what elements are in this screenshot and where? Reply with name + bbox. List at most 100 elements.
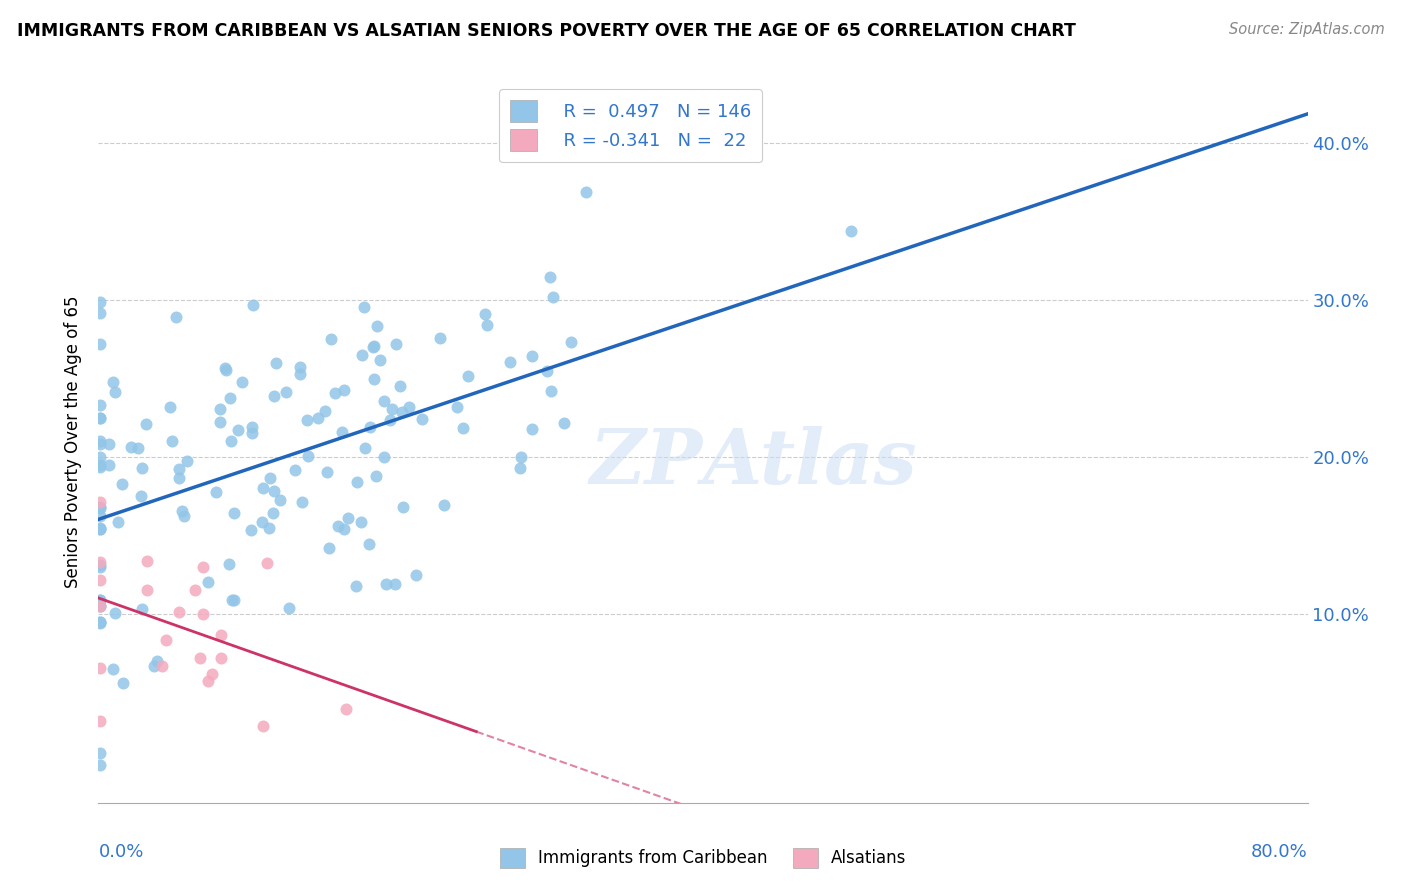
- Point: [326, 519, 349, 533]
- Point: [520, 349, 543, 363]
- Point: [357, 537, 380, 551]
- Point: [240, 425, 263, 440]
- Point: [214, 360, 236, 375]
- Point: [135, 582, 157, 597]
- Point: [274, 384, 297, 399]
- Point: [89, 558, 111, 573]
- Point: [226, 423, 249, 437]
- Point: [240, 420, 263, 434]
- Point: [242, 297, 264, 311]
- Point: [316, 465, 339, 479]
- Point: [575, 185, 598, 199]
- Point: [135, 417, 157, 431]
- Point: [222, 507, 245, 521]
- Point: [256, 556, 278, 570]
- Point: [353, 300, 375, 314]
- Point: [221, 593, 243, 607]
- Point: [475, 318, 498, 332]
- Point: [89, 437, 111, 451]
- Point: [453, 421, 475, 435]
- Point: [269, 492, 291, 507]
- Point: [385, 337, 408, 351]
- Point: [841, 224, 863, 238]
- Point: [103, 662, 125, 676]
- Point: [89, 714, 111, 729]
- Point: [509, 461, 531, 475]
- Point: [288, 367, 311, 381]
- Point: [197, 574, 219, 589]
- Point: [89, 337, 111, 351]
- Point: [89, 398, 111, 412]
- Point: [262, 507, 284, 521]
- Point: [540, 384, 562, 399]
- Point: [89, 450, 111, 465]
- Point: [112, 675, 135, 690]
- Point: [111, 477, 134, 491]
- Point: [333, 522, 356, 536]
- Point: [553, 417, 575, 431]
- Point: [446, 400, 468, 414]
- Point: [350, 515, 373, 529]
- Point: [218, 558, 240, 572]
- Point: [155, 633, 177, 648]
- Text: ZP: ZP: [591, 426, 703, 500]
- Point: [429, 331, 451, 345]
- Point: [318, 541, 340, 555]
- Point: [209, 627, 232, 641]
- Point: [135, 554, 157, 568]
- Point: [541, 290, 564, 304]
- Point: [169, 471, 191, 485]
- Point: [350, 348, 373, 362]
- Point: [391, 500, 413, 514]
- Point: [457, 369, 479, 384]
- Point: [389, 379, 412, 393]
- Point: [89, 615, 111, 630]
- Point: [89, 495, 111, 509]
- Point: [363, 372, 385, 386]
- Point: [307, 411, 329, 425]
- Legend:   R =  0.497   N = 146,   R = -0.341   N =  22: R = 0.497 N = 146, R = -0.341 N = 22: [499, 89, 762, 162]
- Point: [89, 599, 111, 613]
- Point: [191, 560, 214, 574]
- Point: [366, 469, 388, 483]
- Point: [219, 434, 242, 448]
- Point: [131, 602, 153, 616]
- Point: [323, 386, 346, 401]
- Point: [433, 499, 456, 513]
- Point: [374, 577, 396, 591]
- Point: [190, 650, 212, 665]
- Point: [201, 666, 224, 681]
- Point: [346, 475, 368, 489]
- Text: IMMIGRANTS FROM CARIBBEAN VS ALSATIAN SENIORS POVERTY OVER THE AGE OF 65 CORRELA: IMMIGRANTS FROM CARIBBEAN VS ALSATIAN SE…: [17, 22, 1076, 40]
- Text: 80.0%: 80.0%: [1251, 843, 1308, 861]
- Point: [89, 458, 111, 473]
- Point: [333, 383, 356, 397]
- Point: [89, 599, 111, 613]
- Point: [381, 401, 404, 416]
- Point: [353, 441, 375, 455]
- Point: [538, 269, 561, 284]
- Point: [330, 425, 353, 440]
- Text: 0.0%: 0.0%: [98, 843, 143, 861]
- Point: [263, 389, 285, 403]
- Point: [89, 411, 111, 425]
- Point: [197, 673, 219, 688]
- Point: [89, 661, 111, 675]
- Point: [314, 404, 336, 418]
- Point: [474, 307, 496, 321]
- Point: [368, 352, 391, 367]
- Point: [284, 463, 307, 477]
- Point: [129, 489, 152, 503]
- Point: [264, 356, 287, 370]
- Point: [231, 375, 253, 389]
- Point: [398, 400, 420, 414]
- Point: [391, 405, 413, 419]
- Point: [536, 364, 558, 378]
- Point: [263, 483, 285, 498]
- Point: [173, 509, 195, 524]
- Point: [384, 577, 406, 591]
- Point: [150, 659, 173, 673]
- Point: [291, 495, 314, 509]
- Point: [89, 306, 111, 320]
- Point: [170, 503, 193, 517]
